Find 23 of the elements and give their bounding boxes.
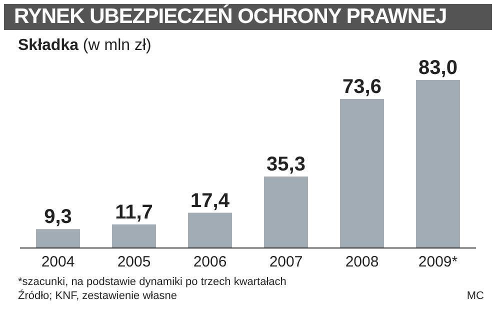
x-tick-label: 2008 — [345, 254, 379, 271]
data-label: 73,6 — [342, 76, 382, 98]
data-label: 35,3 — [266, 154, 306, 176]
x-tick-label: 2009* — [418, 254, 458, 271]
text: MC — [466, 290, 484, 302]
bar — [188, 212, 232, 248]
x-tick-label: 2004 — [41, 254, 75, 271]
x-tick-label: 2005 — [117, 254, 151, 271]
text: *szacunki, na podstawie dynamiki po trzech kwartałach — [18, 276, 286, 288]
bar — [112, 224, 156, 248]
data-label: 9,3 — [44, 206, 72, 228]
data-label: 17,4 — [190, 190, 230, 212]
bar — [36, 229, 80, 248]
bar — [340, 99, 384, 248]
x-tick-label: 2007 — [269, 254, 303, 271]
chart-title: RYNEK UBEZPIECZEŃ OCHRONY PRAWNEJ — [4, 4, 492, 30]
data-label: 83,0 — [418, 57, 458, 79]
text: Źródło; KNF, zestawienie własne — [18, 290, 177, 302]
bar — [416, 80, 460, 248]
bar — [264, 176, 308, 248]
data-label: 11,7 — [115, 201, 153, 224]
x-tick-label: 2006 — [193, 254, 227, 271]
chart-subtitle: Składka (w mln zł) — [18, 37, 152, 55]
